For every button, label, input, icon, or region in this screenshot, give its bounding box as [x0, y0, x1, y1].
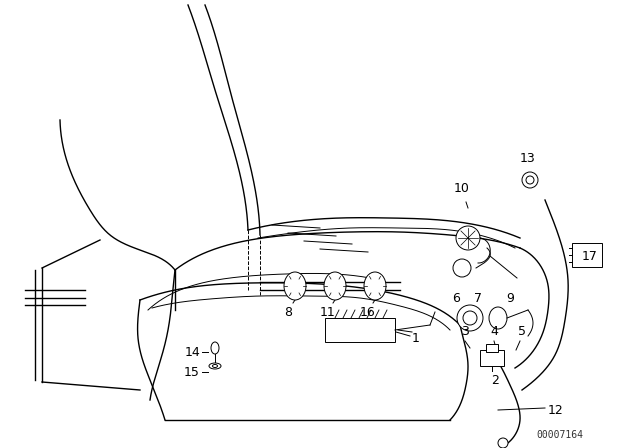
Text: 00007164: 00007164	[536, 430, 584, 440]
Circle shape	[526, 176, 534, 184]
Ellipse shape	[284, 272, 306, 300]
Text: 9: 9	[506, 292, 514, 305]
Text: 11: 11	[320, 306, 336, 319]
Text: 6: 6	[452, 292, 460, 305]
Text: 5: 5	[518, 325, 526, 338]
Text: 16: 16	[360, 306, 376, 319]
Circle shape	[463, 311, 477, 325]
Text: 15: 15	[184, 366, 200, 379]
Bar	[325, 318, 395, 342]
Circle shape	[453, 259, 471, 277]
Bar	[572, 243, 602, 267]
Text: 14: 14	[184, 345, 200, 358]
Bar	[486, 344, 498, 352]
Bar	[480, 350, 504, 366]
Ellipse shape	[211, 342, 219, 354]
Text: 7: 7	[474, 292, 482, 305]
Circle shape	[522, 172, 538, 188]
Text: 2: 2	[491, 374, 499, 387]
Ellipse shape	[324, 272, 346, 300]
Text: 12: 12	[548, 404, 564, 417]
Circle shape	[457, 305, 483, 331]
Text: 10: 10	[454, 182, 470, 195]
Circle shape	[456, 226, 480, 250]
Circle shape	[498, 438, 508, 448]
Text: 17: 17	[582, 250, 598, 263]
Text: 3: 3	[461, 325, 469, 338]
Text: 4: 4	[490, 325, 498, 338]
Ellipse shape	[364, 272, 386, 300]
Text: 1: 1	[412, 332, 420, 345]
Ellipse shape	[212, 365, 218, 367]
Ellipse shape	[209, 363, 221, 369]
Text: 8: 8	[284, 306, 292, 319]
Text: 13: 13	[520, 152, 536, 165]
Ellipse shape	[489, 307, 507, 329]
